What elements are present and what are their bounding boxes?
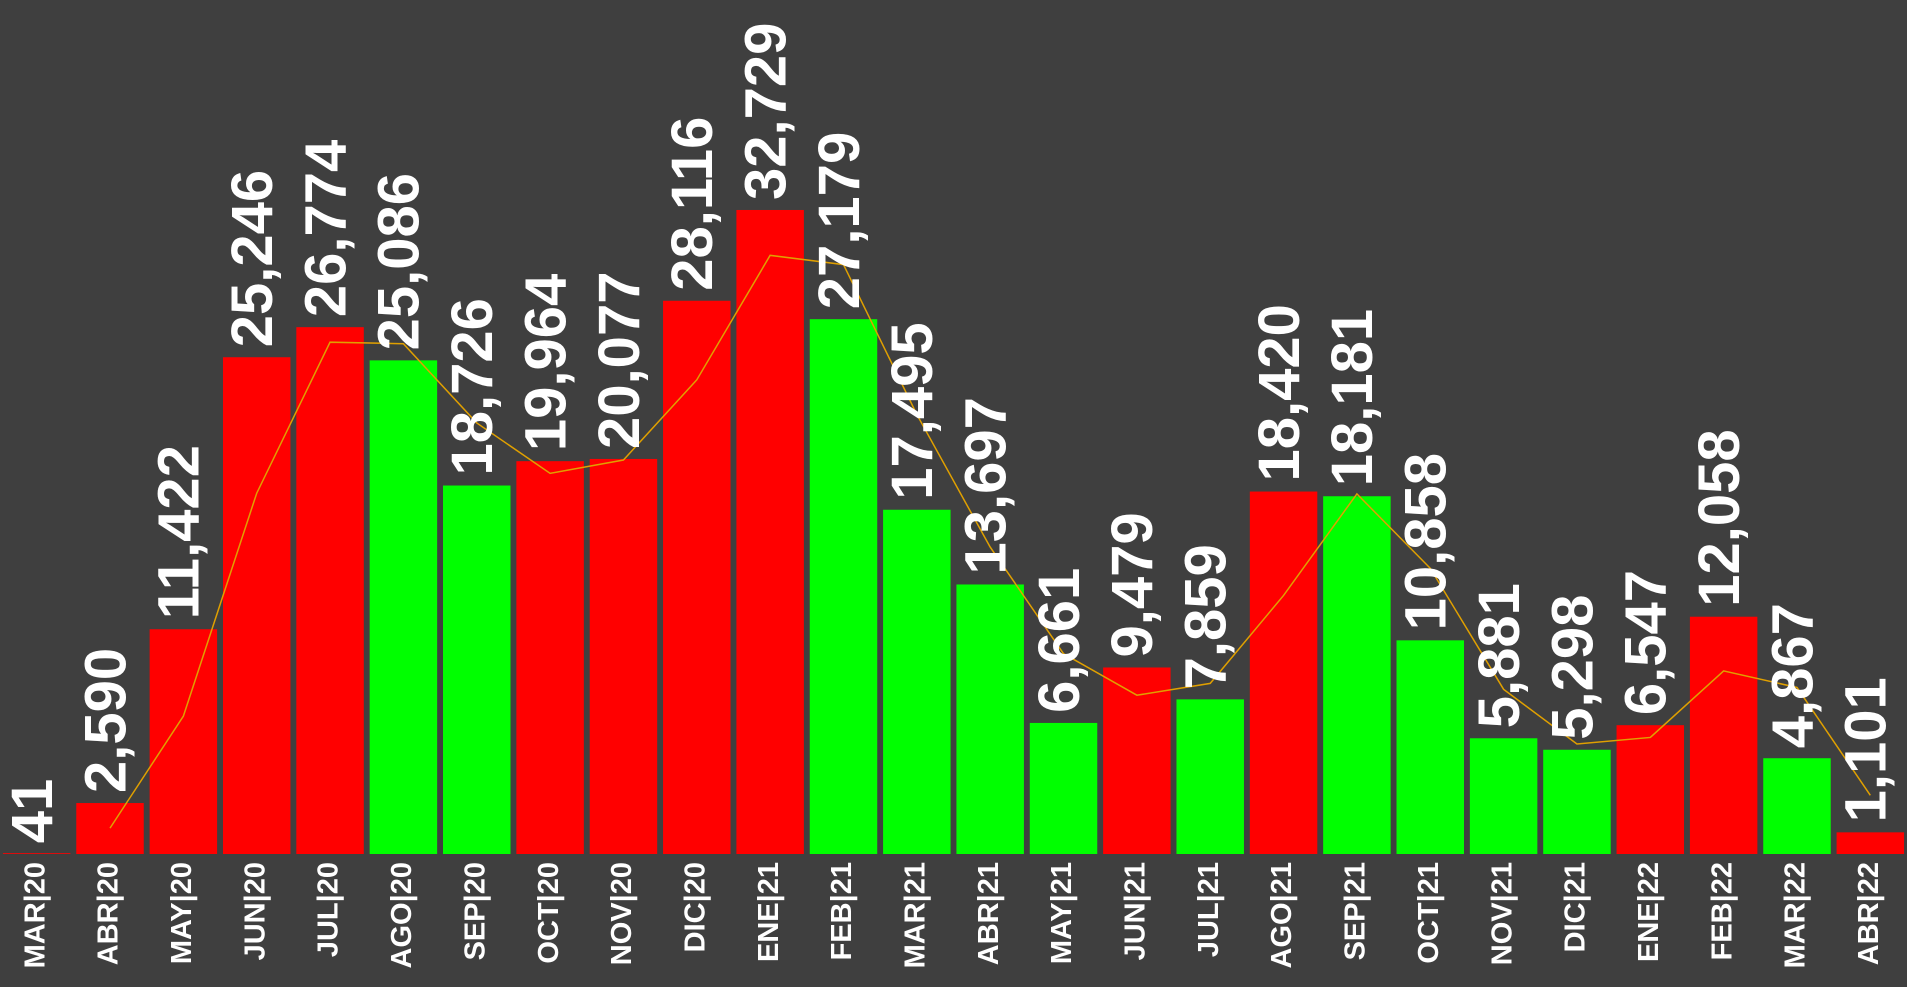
value-label: 32,729 [733, 23, 798, 200]
bar [76, 803, 144, 854]
bar [369, 360, 438, 854]
x-tick-label: JUL|21 [1193, 862, 1225, 957]
bar [1249, 491, 1318, 854]
bar [443, 485, 511, 854]
value-label: 17,495 [880, 322, 945, 499]
x-tick-label: ABR|22 [1853, 862, 1885, 965]
value-label: 18,420 [1247, 304, 1312, 481]
x-tick-label: FEB|22 [1706, 862, 1738, 960]
value-label: 11,422 [147, 445, 212, 619]
bar [1396, 640, 1464, 854]
value-label: 5,298 [1540, 595, 1605, 740]
value-label: 12,058 [1687, 429, 1752, 606]
bar [1763, 758, 1831, 854]
value-label: 5,881 [1467, 583, 1532, 728]
value-label: 25,246 [220, 170, 285, 347]
bar [516, 461, 584, 854]
value-label: 6,661 [1027, 568, 1092, 713]
bar [736, 209, 804, 855]
bar [1103, 667, 1171, 854]
x-tick-label: FEB|21 [826, 862, 858, 960]
value-label: 4,867 [1760, 603, 1825, 748]
x-tick-label: NOV|21 [1486, 862, 1518, 965]
bar [296, 327, 364, 855]
bar [809, 319, 878, 855]
x-tick-label: AGO|20 [386, 862, 418, 968]
x-tick-label: SEP|20 [459, 862, 491, 960]
bar [149, 629, 218, 854]
bar [1029, 722, 1098, 854]
x-tick-label: DIC|20 [679, 862, 711, 952]
value-label: 41 [0, 779, 65, 844]
value-label: 9,479 [1100, 512, 1165, 657]
x-tick-label: ABR|20 [93, 862, 125, 965]
bar [2, 853, 71, 854]
x-tick-label: MAY|20 [166, 862, 198, 964]
value-label: 1,101 [1834, 677, 1899, 822]
bar [1836, 832, 1905, 854]
value-label: 13,697 [954, 397, 1019, 574]
line [109, 254, 1871, 829]
bar [1616, 725, 1685, 854]
value-label: 26,774 [293, 140, 358, 317]
bar [1323, 496, 1391, 854]
value-label: 18,181 [1320, 309, 1385, 486]
x-tick-label: OCT|21 [1413, 862, 1445, 964]
x-tick-label: ABR|21 [973, 862, 1005, 965]
bar [1469, 738, 1538, 854]
value-label: 18,726 [440, 298, 505, 475]
x-tick-label: ENE|21 [753, 862, 785, 962]
value-label: 19,964 [513, 274, 578, 451]
x-tick-label: JUN|21 [1120, 862, 1152, 960]
x-tick-label: JUN|20 [239, 862, 271, 960]
value-label: 28,116 [660, 117, 725, 291]
x-tick-label: ENE|22 [1633, 862, 1665, 962]
x-tick-label: SEP|21 [1340, 862, 1372, 960]
bar [589, 458, 658, 854]
x-tick-label: MAR|21 [899, 862, 931, 968]
x-tick-label: MAY|21 [1046, 862, 1078, 964]
value-label: 10,858 [1394, 453, 1459, 630]
x-tick-label: MAR|22 [1780, 862, 1812, 968]
bar [1543, 749, 1611, 854]
x-tick-label: MAR|20 [19, 862, 51, 968]
bar [956, 584, 1024, 854]
x-tick-label: DIC|21 [1560, 862, 1592, 952]
value-label: 25,086 [367, 173, 432, 350]
bar [1176, 699, 1244, 854]
value-label: 27,179 [807, 132, 872, 309]
x-tick-label: OCT|20 [533, 862, 565, 964]
value-label: 2,590 [73, 648, 138, 793]
bar [222, 357, 291, 854]
x-tick-label: JUL|20 [313, 862, 345, 957]
value-label: 6,547 [1614, 570, 1679, 715]
bar [663, 300, 731, 855]
bar [883, 509, 951, 854]
x-tick-label: NOV|20 [606, 862, 638, 965]
value-label: 20,077 [587, 272, 652, 449]
value-label: 7,859 [1174, 544, 1239, 689]
bar [1689, 616, 1758, 854]
x-tick-label: AGO|21 [1266, 862, 1298, 968]
